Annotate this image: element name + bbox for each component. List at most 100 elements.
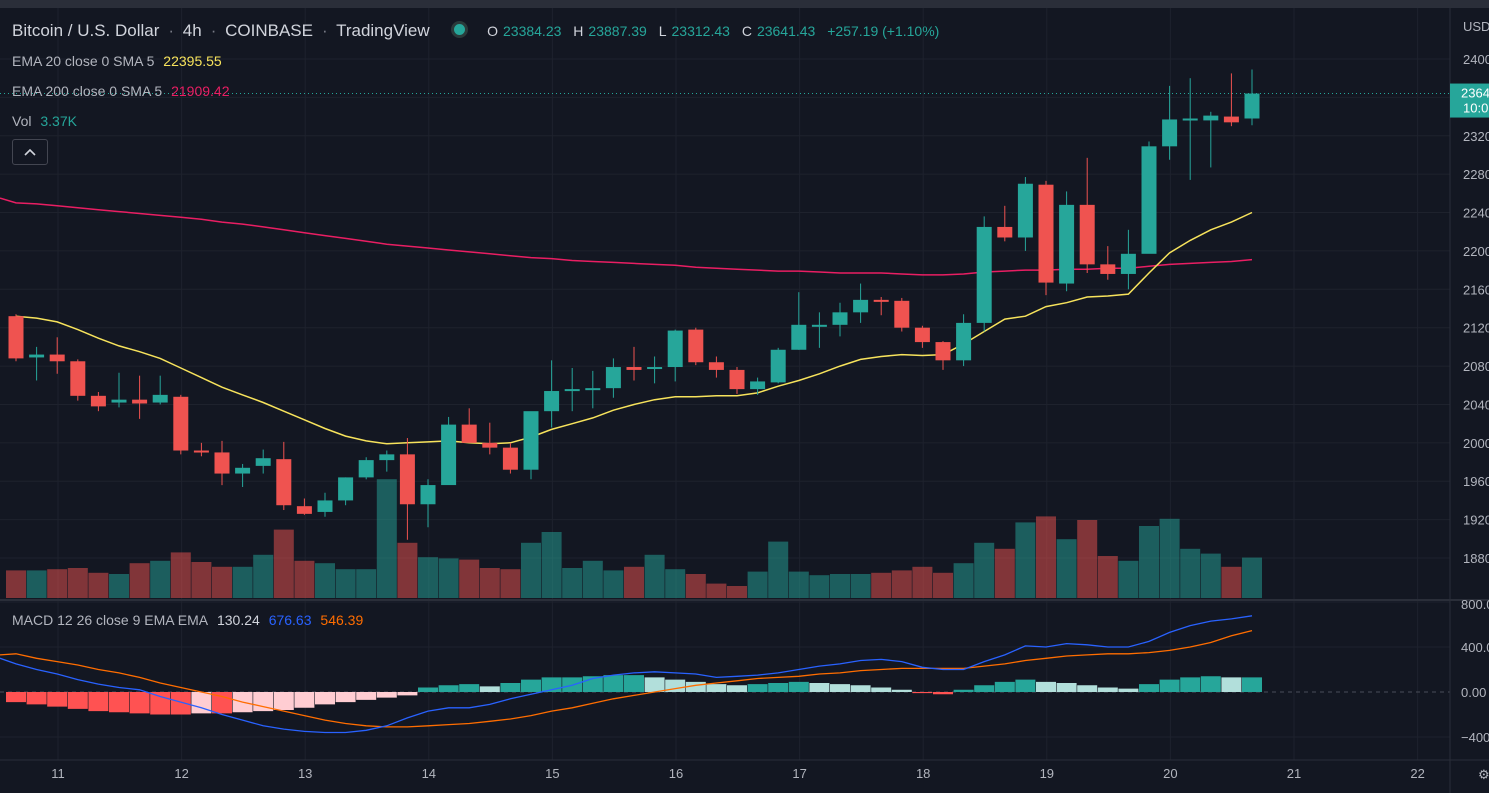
- candle: [502, 442, 518, 474]
- candle: [1038, 180, 1054, 296]
- candle: [8, 314, 24, 362]
- candle: [585, 370, 601, 409]
- ema200-label: EMA 200 close 0 SMA 5: [12, 83, 163, 99]
- candle-body: [1100, 264, 1116, 274]
- candle-body: [132, 399, 148, 404]
- volume-bar: [26, 570, 47, 598]
- price-tick-label: 19200: [1463, 513, 1489, 528]
- candle-body: [894, 300, 910, 328]
- macd-signal-value: 546.39: [320, 612, 364, 628]
- macd-hist-bar: [685, 681, 706, 692]
- time-tick-label: 21: [1287, 766, 1301, 781]
- market-status-icon[interactable]: [451, 21, 469, 38]
- macd-hist-bar: [315, 692, 335, 705]
- candle-body: [482, 442, 498, 448]
- ema200-legend[interactable]: EMA 200 close 0 SMA 5 21909.42: [12, 83, 235, 99]
- candle: [49, 337, 65, 374]
- candle: [667, 329, 683, 382]
- volume-bar: [212, 566, 232, 598]
- macd-hist-bar: [459, 684, 480, 692]
- candle-body: [1017, 183, 1033, 238]
- time-tick-label: 18: [916, 766, 930, 781]
- volume-bar: [1139, 526, 1159, 598]
- candle: [1162, 85, 1178, 160]
- candle: [441, 416, 457, 486]
- macd-hist-bar: [6, 692, 26, 703]
- open-value: 23384.23: [503, 23, 562, 39]
- symbol-name[interactable]: Bitcoin / U.S. Dollar: [12, 21, 160, 40]
- candle: [523, 411, 539, 480]
- candle: [1120, 229, 1136, 290]
- candle: [935, 341, 951, 370]
- candle: [729, 367, 745, 394]
- candle: [379, 450, 395, 472]
- candle-body: [935, 342, 951, 361]
- macd-hist-bar: [1242, 677, 1262, 692]
- price-tick-label: 20400: [1463, 397, 1489, 412]
- macd-hist-bar: [809, 683, 830, 692]
- volume-bar: [129, 563, 150, 598]
- candle-body: [338, 477, 354, 501]
- last-price-label: 2364: [1461, 86, 1489, 101]
- macd-hist-bar: [129, 692, 150, 714]
- candle-body: [1120, 253, 1136, 274]
- macd-hist-bar: [500, 683, 521, 692]
- time-axis-settings-icon[interactable]: ⚙: [1478, 768, 1489, 783]
- volume-bar: [891, 570, 912, 598]
- candle: [647, 356, 663, 384]
- macd-hist-bar: [253, 692, 274, 712]
- candle: [956, 314, 972, 367]
- candle-body: [791, 324, 807, 350]
- chart-grid: [0, 8, 1450, 760]
- candle-body: [1244, 93, 1260, 119]
- macd-hist-bar: [933, 692, 953, 695]
- candle: [482, 422, 498, 455]
- candle: [255, 449, 271, 474]
- macd-legend[interactable]: MACD 12 26 close 9 EMA EMA 130.24 676.63…: [12, 612, 368, 628]
- time-tick-label: 15: [545, 766, 559, 781]
- candle: [399, 438, 415, 540]
- candle-body: [544, 391, 560, 412]
- candle: [1100, 246, 1116, 280]
- macd-hist-bar: [603, 675, 624, 692]
- time-tick-label: 16: [669, 766, 683, 781]
- candle-body: [49, 354, 65, 362]
- macd-hist-bar: [644, 677, 665, 692]
- candle-body: [29, 354, 45, 358]
- macd-hist-bar: [191, 692, 212, 714]
- candle-body: [111, 399, 127, 403]
- ema20-legend[interactable]: EMA 20 close 0 SMA 5 22395.55: [12, 53, 227, 69]
- macd-hist-bar: [706, 684, 727, 692]
- candle-body: [873, 299, 889, 302]
- macd-hist-bar: [912, 692, 933, 694]
- candle-body: [832, 312, 848, 325]
- macd-hist-bar: [768, 683, 789, 692]
- candle-body: [523, 411, 539, 470]
- macd-pane: [0, 601, 1450, 738]
- candle: [605, 358, 621, 398]
- macd-hist-bar: [1180, 677, 1201, 692]
- candle-body: [441, 424, 457, 486]
- macd-hist-bar: [335, 692, 356, 703]
- interval-label[interactable]: 4h: [182, 21, 202, 40]
- collapse-legend-button[interactable]: [12, 139, 48, 165]
- volume-bar: [830, 574, 850, 598]
- volume-bar: [1221, 566, 1242, 598]
- candlesticks[interactable]: [8, 69, 1260, 540]
- price-axis[interactable]: USD 24000 23200 22800 22400 22000 21600 21200 2…: [1463, 19, 1489, 566]
- price-tick-label: 22400: [1463, 206, 1489, 221]
- ohlc-values: O 23384.23 H 23887.39 L 23312.43 C 23641.43 …: [487, 23, 944, 39]
- volume-bar: [850, 574, 871, 598]
- price-tick-label: 20800: [1463, 359, 1489, 374]
- symbol-legend: Bitcoin / U.S. Dollar · 4h · COINBASE · Tra…: [12, 21, 949, 41]
- macd-axis[interactable]: 800.00 400.00 0.00 −400.00: [1461, 597, 1489, 745]
- macd-hist-bar: [1200, 676, 1221, 692]
- candle: [1017, 177, 1033, 251]
- volume-bar: [376, 479, 397, 598]
- time-axis[interactable]: 11 12 13 14 15 16 17 18 19 20 21 22: [51, 766, 1425, 781]
- macd-label: MACD 12 26 close 9 EMA EMA: [12, 612, 209, 628]
- candle: [152, 375, 168, 405]
- volume-legend[interactable]: Vol 3.37K: [12, 113, 82, 129]
- candle: [296, 498, 312, 515]
